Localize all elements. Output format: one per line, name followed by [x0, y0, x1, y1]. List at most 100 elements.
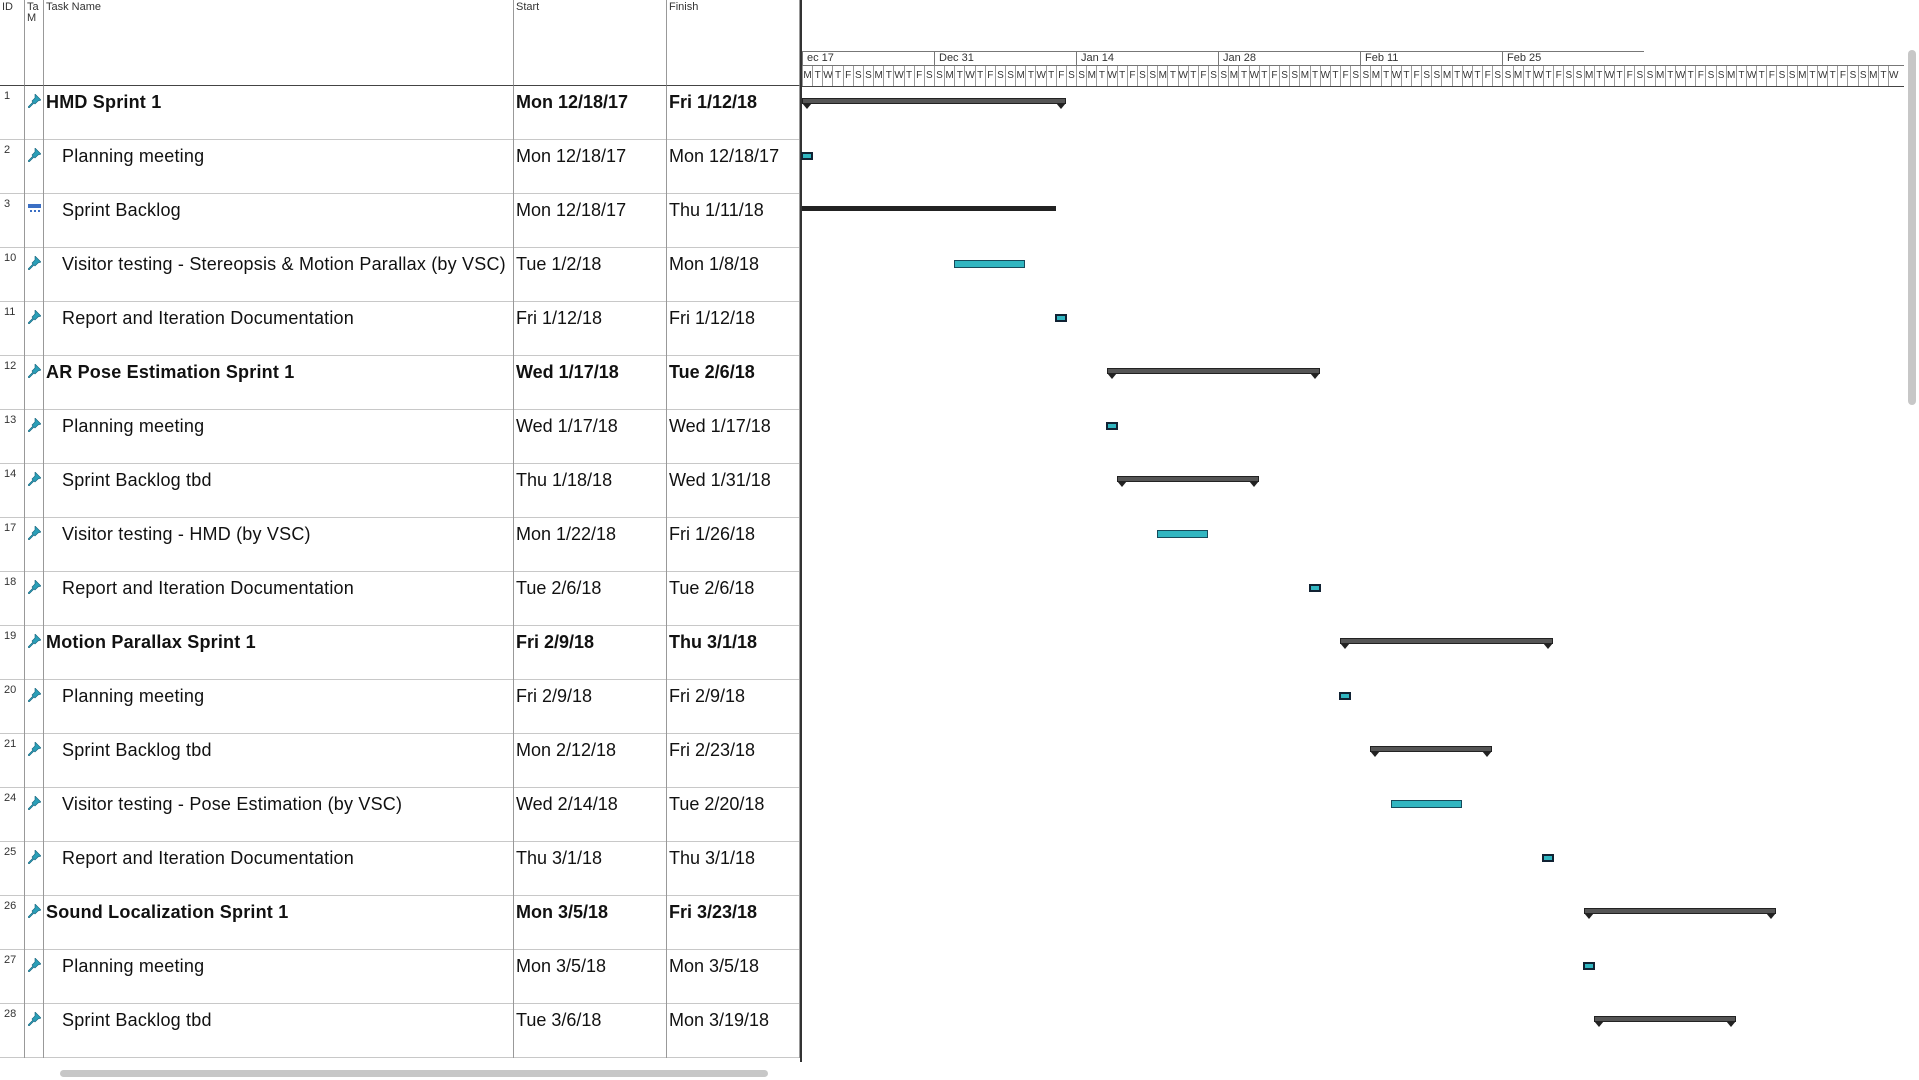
task-start[interactable]: Tue 2/6/18	[514, 572, 667, 626]
task-start[interactable]: Mon 12/18/17	[514, 86, 667, 140]
task-mode-cell[interactable]	[25, 896, 44, 950]
sub-summary-bar[interactable]	[1116, 476, 1259, 487]
task-mode-cell[interactable]	[25, 842, 44, 896]
task-mode-cell[interactable]	[25, 788, 44, 842]
horizontal-scrollbar[interactable]	[0, 1066, 1919, 1080]
task-start[interactable]: Wed 1/17/18	[514, 410, 667, 464]
task-finish[interactable]: Thu 3/1/18	[667, 842, 800, 896]
task-start[interactable]: Thu 1/18/18	[514, 464, 667, 518]
task-mode-cell[interactable]	[25, 1004, 44, 1058]
task-name[interactable]: Planning meeting	[44, 140, 514, 194]
task-row[interactable]: 13 Planning meeting Wed 1/17/18 Wed 1/17/18	[0, 410, 800, 464]
task-name[interactable]: Planning meeting	[44, 680, 514, 734]
task-start[interactable]: Mon 12/18/17	[514, 194, 667, 248]
col-header-task-name[interactable]: Task Name	[44, 0, 514, 86]
task-name[interactable]: Planning meeting	[44, 950, 514, 1004]
task-row[interactable]: 18 Report and Iteration Documentation Tue …	[0, 572, 800, 626]
task-row[interactable]: 26 Sound Localization Sprint 1 Mon 3/5/18 F…	[0, 896, 800, 950]
task-row[interactable]: 25 Report and Iteration Documentation Thu …	[0, 842, 800, 896]
col-header-id[interactable]: ID	[0, 0, 25, 86]
summary-bar[interactable]	[1106, 368, 1320, 379]
task-mode-cell[interactable]	[25, 194, 44, 248]
vertical-scrollbar[interactable]	[1904, 50, 1919, 405]
task-start[interactable]: Mon 3/5/18	[514, 896, 667, 950]
task-mode-cell[interactable]	[25, 86, 44, 140]
task-start[interactable]: Thu 3/1/18	[514, 842, 667, 896]
sub-summary-bar[interactable]	[1593, 1016, 1736, 1027]
vertical-scroll-thumb[interactable]	[1908, 50, 1916, 405]
task-bar[interactable]	[1541, 854, 1554, 862]
task-row[interactable]: 10 Visitor testing - Stereopsis & Motion …	[0, 248, 800, 302]
task-name[interactable]: Visitor testing - Stereopsis & Motion Pa…	[44, 248, 514, 302]
task-bar[interactable]	[1390, 800, 1462, 808]
task-bar[interactable]	[1308, 584, 1321, 592]
task-finish[interactable]: Tue 2/6/18	[667, 356, 800, 410]
task-row[interactable]: 17 Visitor testing - HMD (by VSC) Mon 1/22…	[0, 518, 800, 572]
task-row[interactable]: 28 Sprint Backlog tbd Tue 3/6/18 Mon 3/19/1…	[0, 1004, 800, 1058]
task-finish[interactable]: Mon 1/8/18	[667, 248, 800, 302]
task-mode-cell[interactable]	[25, 302, 44, 356]
col-header-start[interactable]: Start	[514, 0, 667, 86]
task-row[interactable]: 19 Motion Parallax Sprint 1 Fri 2/9/18 Thu …	[0, 626, 800, 680]
task-start[interactable]: Fri 2/9/18	[514, 626, 667, 680]
task-finish[interactable]: Wed 1/17/18	[667, 410, 800, 464]
task-finish[interactable]: Fri 3/23/18	[667, 896, 800, 950]
task-row[interactable]: 24 Visitor testing - Pose Estimation (by …	[0, 788, 800, 842]
task-mode-cell[interactable]	[25, 464, 44, 518]
task-name[interactable]: Sound Localization Sprint 1	[44, 896, 514, 950]
task-mode-cell[interactable]	[25, 518, 44, 572]
task-start[interactable]: Fri 1/12/18	[514, 302, 667, 356]
task-row[interactable]: 20 Planning meeting Fri 2/9/18 Fri 2/9/18	[0, 680, 800, 734]
task-finish[interactable]: Fri 2/23/18	[667, 734, 800, 788]
task-row[interactable]: 21 Sprint Backlog tbd Mon 2/12/18 Fri 2/23/…	[0, 734, 800, 788]
task-bar[interactable]	[1338, 692, 1351, 700]
task-start[interactable]: Fri 2/9/18	[514, 680, 667, 734]
task-name[interactable]: Report and Iteration Documentation	[44, 572, 514, 626]
sub-summary-bar[interactable]	[1370, 746, 1493, 757]
task-mode-cell[interactable]	[25, 680, 44, 734]
task-name[interactable]: Report and Iteration Documentation	[44, 302, 514, 356]
task-row[interactable]: 14 Sprint Backlog tbd Thu 1/18/18 Wed 1/31/…	[0, 464, 800, 518]
col-header-finish[interactable]: Finish	[667, 0, 800, 86]
task-start[interactable]: Mon 12/18/17	[514, 140, 667, 194]
task-name[interactable]: Sprint Backlog	[44, 194, 514, 248]
task-finish[interactable]: Tue 2/6/18	[667, 572, 800, 626]
task-bar[interactable]	[1054, 314, 1067, 322]
task-start[interactable]: Wed 2/14/18	[514, 788, 667, 842]
task-start[interactable]: Tue 3/6/18	[514, 1004, 667, 1058]
task-mode-cell[interactable]	[25, 950, 44, 1004]
task-finish[interactable]: Fri 1/12/18	[667, 302, 800, 356]
task-name[interactable]: Sprint Backlog tbd	[44, 1004, 514, 1058]
task-row[interactable]: 2 Planning meeting Mon 12/18/17 Mon 12/18/1…	[0, 140, 800, 194]
task-finish[interactable]: Mon 3/19/18	[667, 1004, 800, 1058]
task-finish[interactable]: Fri 1/26/18	[667, 518, 800, 572]
task-bar[interactable]	[954, 260, 1026, 268]
task-name[interactable]: Visitor testing - Pose Estimation (by VS…	[44, 788, 514, 842]
task-mode-cell[interactable]	[25, 140, 44, 194]
horizontal-scroll-thumb[interactable]	[60, 1070, 768, 1077]
task-finish[interactable]: Mon 3/5/18	[667, 950, 800, 1004]
task-row[interactable]: 11 Report and Iteration Documentation Fri …	[0, 302, 800, 356]
task-row[interactable]: 1 HMD Sprint 1 Mon 12/18/17 Fri 1/12/18	[0, 86, 800, 140]
task-mode-cell[interactable]	[25, 626, 44, 680]
summary-bar[interactable]	[802, 98, 1066, 109]
task-mode-cell[interactable]	[25, 410, 44, 464]
task-bar[interactable]	[1582, 962, 1595, 970]
task-name[interactable]: Report and Iteration Documentation	[44, 842, 514, 896]
task-row[interactable]: 12 AR Pose Estimation Sprint 1 Wed 1/17/18…	[0, 356, 800, 410]
task-mode-cell[interactable]	[25, 356, 44, 410]
task-row[interactable]: 3 Sprint Backlog Mon 12/18/17 Thu 1/11/18	[0, 194, 800, 248]
task-mode-cell[interactable]	[25, 248, 44, 302]
summary-bar[interactable]	[1583, 908, 1777, 919]
task-finish[interactable]: Wed 1/31/18	[667, 464, 800, 518]
task-start[interactable]: Mon 2/12/18	[514, 734, 667, 788]
task-finish[interactable]: Tue 2/20/18	[667, 788, 800, 842]
task-mode-cell[interactable]	[25, 734, 44, 788]
task-name[interactable]: HMD Sprint 1	[44, 86, 514, 140]
task-start[interactable]: Tue 1/2/18	[514, 248, 667, 302]
task-bar[interactable]	[1105, 422, 1118, 430]
task-bar[interactable]	[801, 152, 813, 160]
task-name[interactable]: Visitor testing - HMD (by VSC)	[44, 518, 514, 572]
task-finish[interactable]: Fri 1/12/18	[667, 86, 800, 140]
